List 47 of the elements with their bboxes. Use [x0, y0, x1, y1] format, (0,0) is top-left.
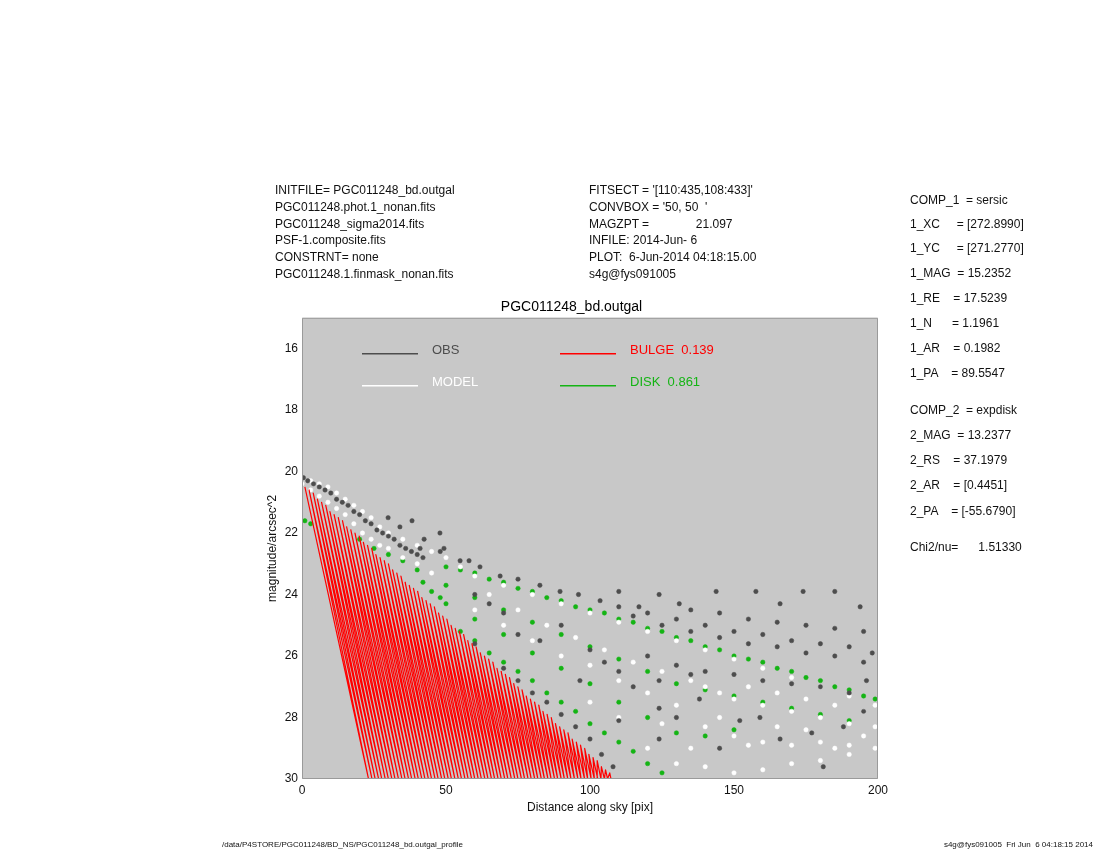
y-tick-label: 16 [284, 340, 299, 355]
x-axis-title: Distance along sky [pix] [526, 800, 654, 815]
text: 2_PA = [-55.6790] [910, 503, 1016, 519]
text: CONSTRNT= none [275, 249, 379, 265]
x-tick-label: 150 [723, 782, 745, 797]
text: 1_PA = 89.5547 [910, 365, 1005, 381]
text: 1_AR = 0.1982 [910, 340, 1001, 356]
text: MAGZPT = 21.097 [589, 216, 733, 232]
text: /data/P4STORE/PGC011248/BD_NS/PGC011248_bd.outgal_profile [222, 840, 464, 850]
text: CONVBOX = '50, 50 ' [589, 199, 708, 215]
text: PLOT: 6-Jun-2014 04:18:15.00 [589, 249, 757, 265]
x-tick-label: 0 [298, 782, 306, 797]
y-axis-title: magnitude/arcsec^2 [264, 494, 279, 602]
x-tick-label: 200 [867, 782, 889, 797]
text: 2_AR = [0.4451] [910, 477, 1008, 493]
text: FITSECT = '[110:435,108:433]' [589, 182, 753, 198]
text: INITFILE= PGC011248_bd.outgal [275, 182, 455, 198]
y-tick-label: 20 [284, 463, 299, 478]
legend-label: DISK 0.861 [630, 374, 701, 390]
text: 2_MAG = 13.2377 [910, 427, 1012, 443]
text: 1_RE = 17.5239 [910, 290, 1008, 306]
y-tick-label: 28 [284, 709, 299, 724]
text: PGC011248.phot.1_nonan.fits [275, 199, 436, 215]
y-tick-label: 26 [284, 648, 299, 663]
text: COMP_2 = expdisk [910, 402, 1018, 418]
y-tick-label: 22 [284, 525, 299, 540]
text: 1_XC = [272.8990] [910, 216, 1024, 232]
text: 1_YC = [271.2770] [910, 240, 1024, 256]
y-tick-label: 30 [284, 771, 299, 786]
legend-label: OBS [432, 342, 460, 358]
text: 2_RS = 37.1979 [910, 452, 1008, 468]
text: s4g@fys091005 Fri Jun 6 04:18:15 2014 [943, 840, 1093, 850]
y-tick-label: 24 [284, 586, 299, 601]
text: PSF-1.composite.fits [275, 232, 386, 248]
text: s4g@fys091005 [589, 266, 676, 282]
chart-title: PGC011248_bd.outgal [500, 298, 643, 315]
y-tick-label: 18 [284, 402, 299, 417]
x-tick-label: 50 [439, 782, 453, 797]
text: PGC011248.1.finmask_nonan.fits [275, 266, 454, 282]
text: INFILE: 2014-Jun- 6 [589, 232, 698, 248]
legend-label: BULGE 0.139 [630, 342, 714, 358]
text: COMP_1 = sersic [910, 192, 1008, 208]
text: Chi2/nu= 1.51330 [910, 539, 1022, 555]
text: 1_MAG = 15.2352 [910, 265, 1012, 281]
text: PGC011248_sigma2014.fits [275, 216, 425, 232]
text: 1_N = 1.1961 [910, 315, 1000, 331]
x-tick-label: 100 [579, 782, 601, 797]
